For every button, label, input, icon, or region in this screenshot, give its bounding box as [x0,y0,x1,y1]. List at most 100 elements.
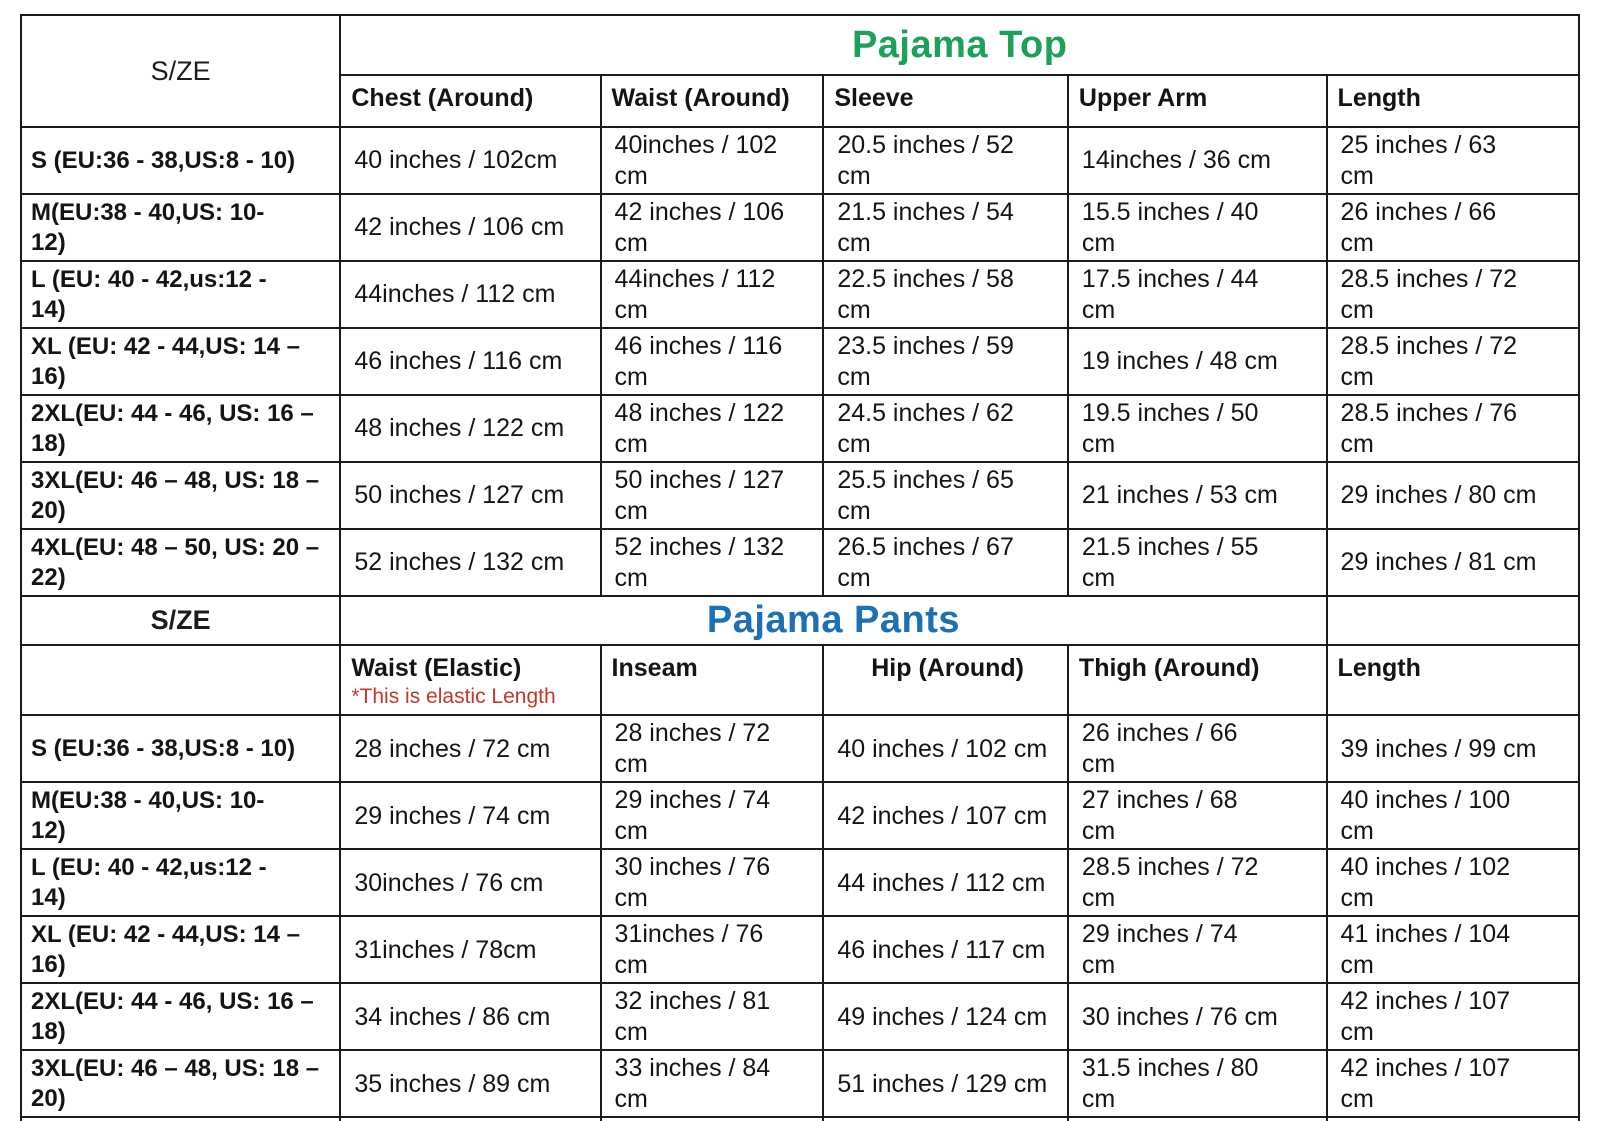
size-value-cell: 32 inches / 81 cm [1066,1116,1328,1121]
size-value-cell: 19.5 inches / 50 cm [1066,394,1328,463]
size-value-cell: 41 inches / 104 cm [1325,915,1581,985]
table-row: XL (EU: 42 - 44,US: 14 – 16) 46 inches / … [19,327,1581,396]
top-size-header: S/ZE [19,14,342,128]
size-value-cell: 46 inches / 116 cm [339,327,602,396]
size-value-cell: 40 inches / 102 cm [822,714,1069,784]
size-value-cell: 33 inches / 84 cm [599,1049,825,1119]
top-column-header: Length [1325,74,1581,128]
size-value-cell: 42 inches / 106 cm [599,193,825,262]
size-value-cell: 28.5 inches / 72 cm [1325,260,1581,329]
size-value-cell: 30 inches / 76 cm [1066,982,1328,1052]
size-value-cell: 44 inches / 112 cm [822,848,1069,918]
size-value-cell: 52 inches / 132 cm [339,528,602,597]
size-value-cell: 40 inches / 100 cm [1325,781,1581,851]
size-value-cell: 44inches / 112 cm [339,260,602,329]
table-row: 3XL(EU: 46 – 48, US: 18 – 20) 50 inches /… [19,461,1581,530]
size-value-cell: 50 inches / 127 cm [599,461,825,530]
top-column-header: Sleeve [822,74,1069,128]
size-value-cell: 31inches / 78cm [339,915,602,985]
size-value-cell: 42 inches / 106 cm [339,193,602,262]
size-row-label: S (EU:36 - 38,US:8 - 10) [19,714,342,784]
empty-cell [19,643,342,717]
size-value-cell: 19 inches / 48 cm [1066,327,1328,396]
size-value-cell: 29 inches / 74 cm [339,781,602,851]
size-chart-body: S/ZE Pajama Top Chest (Around) Waist (Aroun… [19,14,1581,1121]
size-value-cell: 31.5 inches / 80 cm [1066,1049,1328,1119]
size-row-label: L (EU: 40 - 42,us:12 - 14) [19,848,342,918]
size-row-label: M(EU:38 - 40,US: 10- 12) [19,781,342,851]
size-row-label: 2XL(EU: 44 - 46, US: 16 – 18) [19,982,342,1052]
size-row-label: XL (EU: 42 - 44,US: 14 – 16) [19,327,342,396]
table-row: 3XL(EU: 46 – 48, US: 18 – 20) 35 inches /… [19,1049,1581,1119]
size-value-cell: 48 inches / 122 cm [599,394,825,463]
elastic-length-note: *This is elastic Length [351,685,556,708]
size-value-cell: 24.5 inches / 62 cm [822,394,1069,463]
size-value-cell: 25.5 inches / 65 cm [822,461,1069,530]
size-value-cell: 42 inches / 107 cm [822,781,1069,851]
table-row: 2XL(EU: 44 - 46, US: 16 – 18) 34 inches /… [19,982,1581,1052]
table-row: 4XL(EU: 48 – 50, US: 20 – 22) 52 inches /… [19,528,1581,597]
table-row: S (EU:36 - 38,US:8 - 10) 28 inches / 72 c… [19,714,1581,784]
size-row-label: 3XL(EU: 46 – 48, US: 18 – 20) [19,1049,342,1119]
size-value-cell: 34 inches / 86 cm [339,982,602,1052]
pants-size-header: S/ZE [19,595,342,646]
size-value-cell: 26 inches / 66 cm [1325,193,1581,262]
size-value-cell: 22.5 inches / 58 cm [822,260,1069,329]
pants-column-header: Length [1325,643,1581,717]
size-value-cell: 51 inches / 129 cm [822,1049,1069,1119]
size-value-cell: 42 inches / 107 cm [1325,982,1581,1052]
top-column-header: Upper Arm [1066,74,1328,128]
size-value-cell: 21.5 inches / 54 cm [822,193,1069,262]
size-value-cell: 27 inches / 68 cm [1066,781,1328,851]
size-value-cell: 50 inches / 127 cm [339,461,602,530]
table-row: S/ZE Pajama Top [19,14,1580,128]
table-row: Chest (Around) Waist (Around) Sleeve Upper … [21,74,1581,128]
size-value-cell: 23.5 inches / 59 cm [822,327,1069,396]
size-value-cell: 53 inches / 135 cm [822,1116,1069,1121]
size-value-cell: 26.5 inches / 67 cm [822,528,1069,597]
size-row-label: S (EU:36 - 38,US:8 - 10) [19,126,342,195]
table-row: S (EU:36 - 38,US:8 - 10) 40 inches / 102c… [19,126,1581,195]
size-value-cell: 48 inches / 122 cm [339,394,602,463]
size-value-cell: 31inches / 76 cm [599,915,825,985]
pants-column-header: Thigh (Around) [1066,643,1328,717]
size-row-label: 4XL(EU: 48 – 50, US: 20 – 22) [19,528,342,597]
size-value-cell: 49 inches / 124 cm [822,982,1069,1052]
size-value-cell: 26 inches / 66 cm [1066,714,1328,784]
size-row-label: M(EU:38 - 40,US: 10- 12) [19,193,342,262]
table-row: M(EU:38 - 40,US: 10- 12) 29 inches / 74 c… [19,781,1581,851]
top-column-header: Chest (Around) [339,74,602,128]
size-value-cell: 14inches / 36 cm [1066,126,1328,195]
size-value-cell: 46 inches / 117 cm [822,915,1069,985]
size-value-cell: 46 inches / 116 cm [599,327,825,396]
size-value-cell: 43 inches / 109 cm [1325,1116,1581,1121]
size-value-cell: 21 inches / 53 cm [1066,461,1328,530]
table-row: S/ZE Pajama Pants [19,595,1581,646]
size-value-cell: 29 inches / 74 cm [1066,915,1328,985]
size-value-cell: 20.5 inches / 52 cm [822,126,1069,195]
size-value-cell: 28.5 inches / 72 cm [1066,848,1328,918]
size-value-cell: 30 inches / 76 cm [599,848,825,918]
size-row-label: L (EU: 40 - 42,us:12 - 14) [19,260,342,329]
size-value-cell: 15.5 inches / 40 cm [1066,193,1328,262]
size-value-cell: 28 inches / 72 cm [339,714,602,784]
size-row-label: XL (EU: 42 - 44,US: 14 – 16) [19,915,342,985]
size-row-label: 4XL(EU: 48 – 50, US: 20 – 22) [19,1116,342,1121]
size-value-cell: 17.5 inches / 44 cm [1066,260,1328,329]
size-value-cell: 35 inches / 89 cm [339,1049,602,1119]
empty-cell [1325,595,1581,646]
column-header-text: Waist (Elastic) [351,654,522,682]
size-value-cell: 29 inches / 74 cm [599,781,825,851]
size-value-cell: 40inches / 102 cm [599,126,825,195]
size-value-cell: 29 inches / 81 cm [1325,528,1581,597]
size-value-cell: 44inches / 112 cm [599,260,825,329]
size-value-cell: 28.5 inches / 76 cm [1325,394,1581,463]
size-value-cell: 40 inches / 102 cm [1325,848,1581,918]
size-row-label: 3XL(EU: 46 – 48, US: 18 – 20) [19,461,342,530]
size-value-cell: 32 inches / 81 cm [599,982,825,1052]
size-value-cell: 39 inches / 99 cm [1325,714,1581,784]
size-value-cell: 36 inches / 91 cm [339,1116,602,1121]
size-value-cell: 34 inches / 91 cm [599,1116,825,1121]
size-value-cell: 42 inches / 107 cm [1325,1049,1581,1119]
